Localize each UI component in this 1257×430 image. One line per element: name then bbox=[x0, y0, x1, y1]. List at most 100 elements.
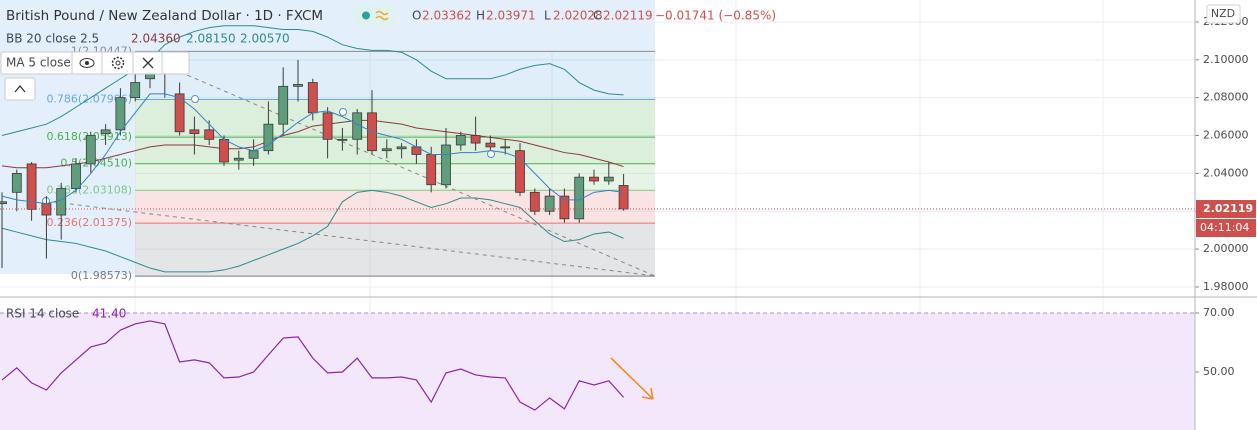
fib-zone bbox=[135, 99, 655, 138]
ohlc-value: 2.03362 bbox=[422, 9, 472, 23]
candle-body bbox=[100, 129, 111, 135]
countdown-label: 04:11:04 bbox=[1200, 221, 1249, 234]
eye-icon bbox=[79, 58, 95, 68]
ohlc-key: H bbox=[476, 9, 485, 23]
candle-body bbox=[219, 138, 229, 163]
symbol-title: British Pound / New Zealand Dollar · 1D … bbox=[6, 8, 323, 24]
candle-body bbox=[26, 163, 37, 210]
candle-body bbox=[529, 191, 540, 212]
candle-body bbox=[11, 172, 22, 193]
bb-legend-value: 2.00570 bbox=[240, 32, 290, 46]
y-tick-label: 50.00 bbox=[1203, 365, 1235, 378]
fib-zone bbox=[135, 163, 655, 191]
candle-body bbox=[307, 82, 318, 114]
ohlc-value: 2.02119 bbox=[603, 9, 653, 23]
rsi-legend: RSI 14 close bbox=[6, 307, 79, 321]
trend-line bbox=[179, 71, 656, 277]
candle-body bbox=[441, 144, 451, 186]
bb-legend-value: 2.04360 bbox=[131, 32, 181, 46]
candle-body bbox=[71, 163, 81, 189]
rsi-legend-value: 41.40 bbox=[92, 307, 126, 321]
price-tag bbox=[1196, 199, 1256, 218]
settings-icon bbox=[115, 60, 121, 66]
y-tick-label: 1.98000 bbox=[1203, 280, 1249, 293]
bb-basis bbox=[1, 119, 624, 169]
settings-icon bbox=[111, 56, 125, 70]
arrow-annotation bbox=[610, 357, 654, 400]
ohlc-value: 2.03971 bbox=[486, 9, 536, 23]
candle-body bbox=[618, 185, 629, 210]
candle-body bbox=[56, 188, 67, 216]
candle-body bbox=[189, 129, 200, 135]
candle-body bbox=[85, 135, 96, 165]
countdown-tag bbox=[1196, 218, 1256, 237]
change-value: −0.01741 (−0.85%) bbox=[655, 9, 776, 23]
fib-label: 0(1.98573) bbox=[71, 269, 132, 282]
candle-body bbox=[515, 150, 525, 193]
bb-legend-value: 2.08150 bbox=[186, 32, 236, 46]
fib-zone bbox=[135, 51, 655, 100]
price-tag-label: 2.02119 bbox=[1203, 202, 1253, 215]
candle-body bbox=[233, 157, 244, 161]
candle-body bbox=[470, 135, 481, 144]
candle-body bbox=[115, 97, 126, 131]
trend-line bbox=[45, 200, 656, 277]
close-icon bbox=[142, 57, 154, 69]
candle-body bbox=[278, 85, 289, 125]
candle-body bbox=[337, 138, 348, 141]
status-dot bbox=[362, 11, 370, 20]
candle-body bbox=[130, 82, 141, 99]
candle-body bbox=[589, 176, 599, 182]
ohlc-value: 2.02028 bbox=[553, 9, 603, 23]
bb-upper bbox=[1, 25, 624, 137]
rsi-band bbox=[0, 312, 1195, 430]
candle-body bbox=[455, 135, 466, 146]
currency-box bbox=[1206, 4, 1241, 24]
collapse-button bbox=[4, 77, 36, 101]
ohlc-key: O bbox=[412, 9, 421, 23]
currency-label: NZD bbox=[1211, 7, 1235, 20]
y-tick-label: 70.00 bbox=[1203, 306, 1235, 319]
rsi-line bbox=[1, 320, 625, 411]
fib-zone bbox=[135, 223, 655, 277]
candle-body bbox=[603, 176, 614, 182]
y-tick-label: 2.04000 bbox=[1203, 166, 1249, 179]
bb-legend: BB 20 close 2.5 bbox=[6, 32, 99, 46]
candle-body bbox=[41, 203, 52, 216]
ohlc-key: L bbox=[544, 9, 551, 23]
ma-legend-box bbox=[0, 51, 190, 75]
anchor-point bbox=[191, 95, 199, 103]
candle-body bbox=[204, 129, 215, 140]
anchor-point bbox=[339, 108, 347, 116]
fib-label: 0.382(2.03108) bbox=[46, 183, 132, 196]
y-tick-label: 2.06000 bbox=[1203, 129, 1249, 142]
ma-line bbox=[1, 93, 624, 205]
y-tick-label: 2.00000 bbox=[1203, 242, 1249, 255]
candle-body bbox=[500, 146, 511, 149]
ma-legend: MA 5 close bbox=[6, 56, 71, 70]
candle-body bbox=[381, 148, 392, 152]
fib-label: 0.236(2.01375) bbox=[46, 216, 132, 229]
eye-icon bbox=[85, 61, 89, 65]
candle-body bbox=[0, 201, 7, 205]
fib-zone bbox=[135, 137, 655, 164]
candle-body bbox=[544, 195, 555, 212]
candle-body bbox=[293, 84, 303, 87]
status-badge bbox=[354, 6, 394, 25]
candle-body bbox=[322, 112, 333, 140]
bb-lower bbox=[1, 189, 624, 273]
y-tick-label: 2.10000 bbox=[1203, 53, 1249, 66]
candle-body bbox=[559, 195, 570, 220]
candle-body bbox=[485, 142, 496, 148]
candle-body bbox=[248, 150, 259, 159]
candle-body bbox=[174, 93, 185, 133]
status-wave bbox=[375, 10, 389, 21]
selection-bg bbox=[0, 0, 655, 52]
collapse-icon bbox=[14, 84, 26, 93]
y-tick-label: 2.08000 bbox=[1203, 91, 1249, 104]
candle-body bbox=[396, 146, 407, 150]
candle-body bbox=[263, 123, 274, 152]
candle-body bbox=[426, 154, 437, 186]
ohlc-key: C bbox=[593, 9, 601, 23]
